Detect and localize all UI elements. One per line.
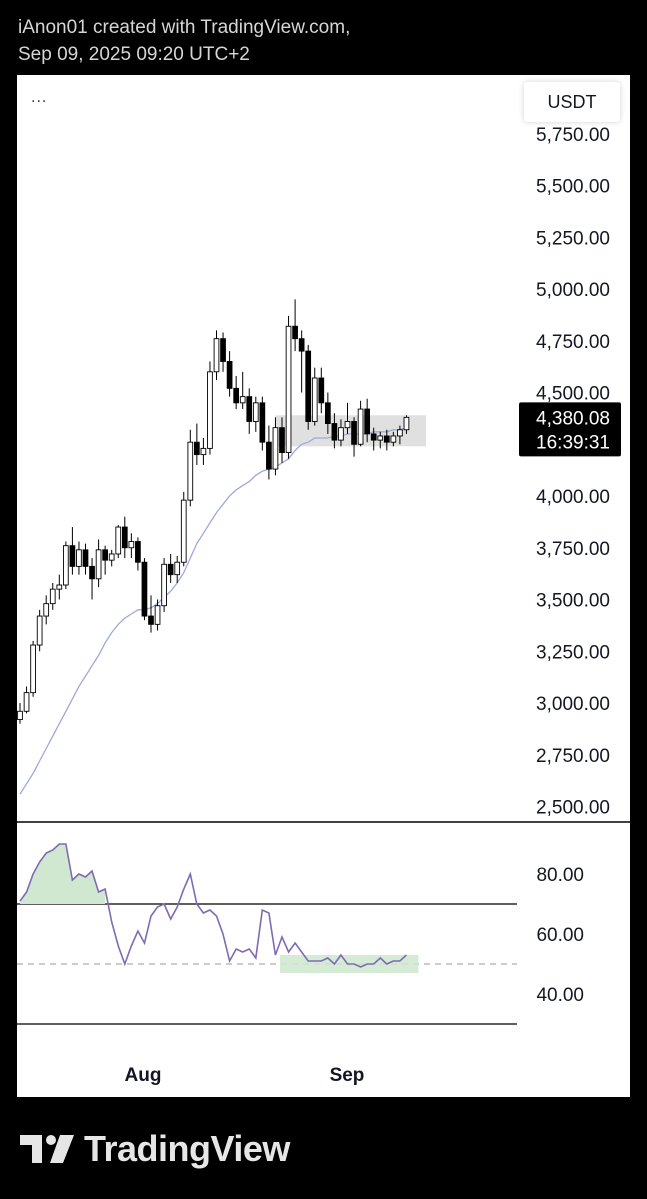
price-axis-label: 5,500.00 (536, 177, 610, 198)
candle-up (285, 325, 292, 453)
candle-up (338, 427, 344, 441)
candle-up (154, 605, 161, 625)
candle-down (266, 441, 272, 470)
chart-canvas[interactable]: 5,750.00 5,500.00 5,250.00 5,000.00 4,750.00… (17, 75, 630, 1097)
candle-up (43, 603, 50, 617)
candle-down (135, 541, 141, 563)
price-axis-label: 2,750.00 (536, 746, 610, 767)
candle-down (121, 526, 128, 549)
candle-up (161, 563, 167, 607)
rsi-axis-label: 80.00 (536, 865, 584, 886)
time-axis-label: Sep (330, 1065, 365, 1086)
candle-up (174, 561, 181, 576)
candle-down (318, 377, 325, 404)
candle-up (377, 435, 384, 441)
candle-down (370, 433, 377, 441)
price-axis-label: 3,500.00 (536, 591, 610, 612)
candle-down (246, 396, 253, 422)
brand-name: TradingView (84, 1128, 290, 1169)
candle-up (128, 541, 135, 549)
price-axis-label: 5,250.00 (536, 228, 610, 249)
candle-up (36, 615, 43, 646)
tradingview-logo-icon (20, 1135, 74, 1163)
candle-up (397, 429, 403, 437)
candle-down (383, 435, 390, 443)
candle-down (305, 350, 312, 422)
price-axis-label: 4,000.00 (536, 487, 610, 508)
candle-down (325, 402, 331, 425)
candle-down (331, 423, 338, 441)
candle-down (298, 338, 305, 352)
candle-down (167, 563, 174, 576)
candle-down (364, 408, 371, 435)
candle-down (220, 338, 226, 362)
candle-down (259, 402, 266, 443)
rsi-line (19, 843, 407, 968)
candle-down (141, 561, 148, 617)
candle-down (193, 441, 200, 456)
candle-up (252, 402, 259, 422)
date-line: Sep 09, 2025 09:20 UTC+2 (18, 44, 250, 65)
candle-up (49, 588, 56, 605)
candle-up (17, 710, 23, 721)
brand-footer: TradingView (20, 1128, 290, 1170)
rsi-axis-label: 60.00 (536, 925, 584, 946)
moving-average-line (19, 427, 407, 795)
time-axis-label: Aug (125, 1065, 162, 1086)
chart-frame[interactable]: 5,750.00 5,500.00 5,250.00 5,000.00 4,750.00… (17, 75, 630, 1097)
support-zone (275, 415, 426, 447)
watermark-header: iAnon01 created with TradingView.com, Se… (18, 14, 350, 68)
candle-down (233, 387, 240, 404)
candle-up (95, 549, 102, 580)
candle-up (180, 499, 187, 563)
price-axis-label: 4,500.00 (536, 384, 610, 405)
rsi-overbought-fill (20, 844, 106, 904)
price-axis-label: 3,000.00 (536, 694, 610, 715)
author-line: iAnon01 created with TradingView.com, (18, 17, 351, 38)
candle-up (357, 408, 364, 445)
candle-up (239, 396, 246, 404)
price-axis-label: 3,750.00 (536, 539, 610, 560)
candle-up (63, 545, 69, 586)
price-axis-label: 2,500.00 (536, 798, 610, 819)
candle-down (69, 545, 76, 567)
candle-up (272, 427, 279, 470)
candle-down (226, 361, 233, 389)
currency-button[interactable]: USDT (524, 82, 620, 122)
candle-up (56, 584, 63, 590)
candle-up (76, 549, 82, 567)
price-axis-label: 5,750.00 (536, 125, 610, 146)
last-price-label: 4,380.08 (536, 408, 610, 429)
candle-up (207, 371, 213, 449)
candle-down (279, 427, 285, 453)
candle-up (311, 377, 318, 422)
price-badge (519, 402, 621, 457)
candle-down (82, 549, 89, 567)
candle-up (108, 553, 115, 561)
candle-up (213, 338, 220, 373)
rsi-axis-label: 40.00 (536, 985, 584, 1006)
candle-up (30, 644, 36, 694)
candle-up (344, 421, 351, 429)
candle-up (115, 526, 122, 555)
candle-up (403, 416, 410, 431)
candle-down (351, 421, 357, 445)
price-axis-label: 3,250.00 (536, 642, 610, 663)
candle-down (148, 615, 154, 625)
candle-down (102, 549, 109, 561)
chart-menu-button[interactable]: ... (31, 89, 48, 106)
bar-countdown-label: 16:39:31 (536, 432, 610, 453)
price-axis-label: 5,000.00 (536, 280, 610, 301)
candle-up (200, 447, 207, 456)
candle-up (187, 441, 194, 501)
candle-down (89, 565, 95, 580)
candle-up (390, 435, 397, 443)
candle-down (292, 325, 298, 340)
price-axis-label: 4,750.00 (536, 332, 610, 353)
candle-up (23, 692, 30, 712)
